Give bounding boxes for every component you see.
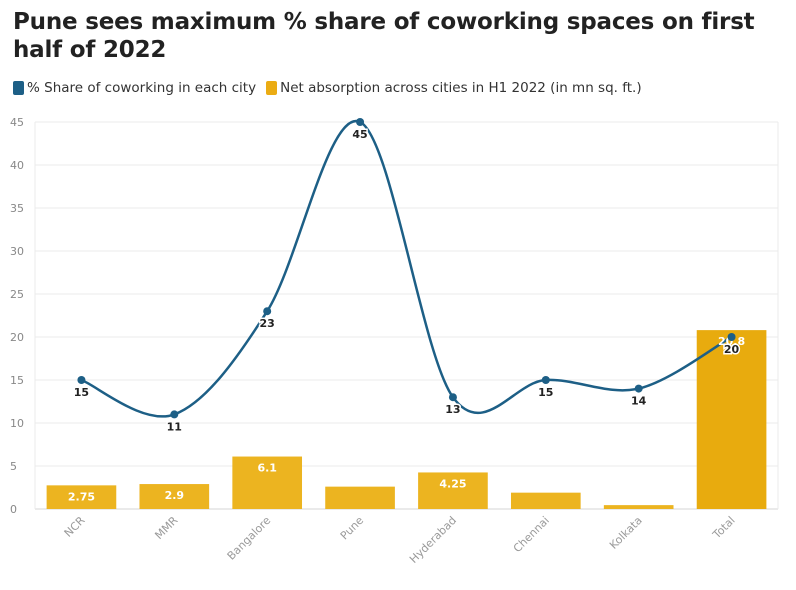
legend-swatch-share [13,81,24,95]
bar-value-label: 2.9 [165,489,185,502]
bar[interactable] [232,456,303,509]
bar[interactable] [46,485,117,509]
legend-swatch-absorption [266,81,278,95]
share-point[interactable] [170,410,179,419]
share-point[interactable] [263,307,272,316]
y-tick-label: 10 [10,417,24,430]
legend-label-share: % Share of coworking in each city [27,80,257,96]
x-tick-label: Hyderabad [407,514,459,566]
share-value-label: 11 [167,420,182,433]
chart-title: Pune sees maximum % share of coworking s… [13,9,755,63]
bar[interactable] [139,484,210,509]
y-tick-label: 45 [10,116,24,129]
bar-value-label: 2.75 [68,490,95,503]
share-point[interactable] [727,333,736,341]
share-point[interactable] [448,393,457,402]
y-tick-label: 0 [10,503,17,516]
share-point[interactable] [77,376,86,384]
x-tick-label: Total [710,514,738,542]
share-value-label: 23 [260,317,275,330]
legend-label-absorption: Net absorption across cities in H1 2022 … [280,80,642,96]
share-value-label: 14 [631,395,647,408]
bar-value-label: 4.25 [439,477,466,490]
chart-legend: % Share of coworking in each city Net ab… [13,80,652,96]
bar[interactable] [325,486,395,509]
share-value-label: 20 [724,343,740,356]
x-tick-label: MMR [152,514,180,542]
bar[interactable] [418,472,488,509]
legend-item-share[interactable]: % Share of coworking in each city [13,80,256,96]
share-value-label: 45 [352,128,367,141]
bar[interactable] [696,330,767,509]
legend-item-absorption[interactable]: Net absorption across cities in H1 2022 … [266,80,642,96]
x-tick-label: Chennai [511,514,552,555]
share-line [80,119,733,418]
x-tick-label: Bangalore [225,514,274,563]
share-value-label: 15 [538,386,553,399]
bar[interactable] [603,505,674,509]
y-tick-label: 25 [10,288,24,301]
x-tick-label: Kolkata [607,514,645,552]
y-tick-label: 30 [10,245,24,258]
y-tick-label: 15 [10,374,24,387]
y-tick-label: 20 [10,331,24,344]
y-tick-label: 40 [10,159,24,172]
bar-value-label: 6.1 [257,462,277,475]
share-point[interactable] [634,384,643,393]
share-value-label: 15 [74,386,89,399]
y-tick-label: 35 [10,202,24,215]
share-point[interactable] [356,118,365,126]
bar-value-label: 20.8 [718,335,745,348]
share-point[interactable] [541,376,550,384]
bar[interactable] [510,492,581,509]
x-tick-label: NCR [62,514,88,540]
y-tick-label: 5 [10,460,17,473]
x-tick-label: Pune [338,514,367,543]
share-value-label: 13 [445,403,460,416]
